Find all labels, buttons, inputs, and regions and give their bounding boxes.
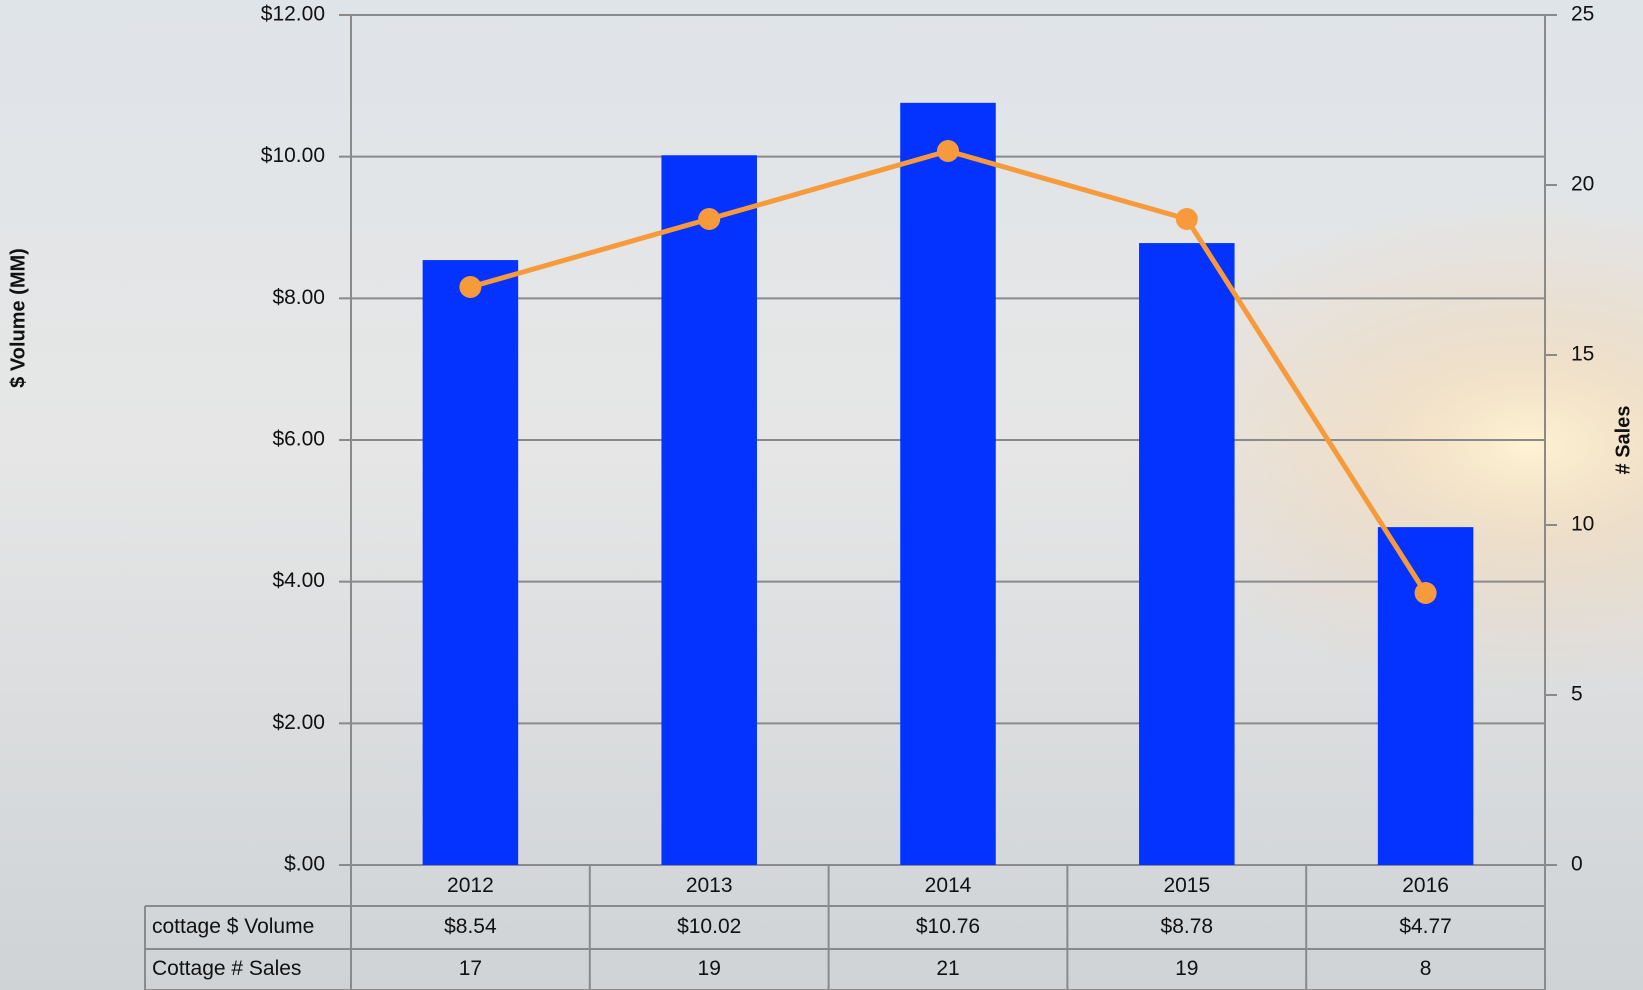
y-tick-label: $12.00 (261, 3, 325, 26)
y-axis-title: $ Volume (MM) (7, 248, 29, 388)
bar (900, 102, 996, 866)
y2-tick-label: 10 (1571, 513, 1594, 536)
y-tick-label: $10.00 (261, 144, 325, 167)
bar (1377, 527, 1474, 865)
x-tick-label: 2012 (447, 874, 494, 897)
y-tick-label: $.00 (284, 853, 325, 876)
table-value: 21 (936, 957, 959, 980)
bar (422, 260, 519, 865)
table-value: 19 (1175, 957, 1198, 980)
legend-label: Cottage # Sales (152, 957, 301, 980)
x-tick-label: 2016 (1402, 874, 1449, 897)
y-tick-label: $6.00 (272, 428, 325, 451)
y2-tick-label: 5 (1571, 683, 1583, 706)
y2-tick-label: 0 (1571, 853, 1583, 876)
table-value: $10.76 (916, 915, 980, 938)
bar (661, 155, 757, 865)
y-tick-label: $8.00 (272, 286, 325, 309)
line-point (1414, 582, 1437, 604)
y2-tick-label: 20 (1571, 173, 1594, 196)
table-value: $8.78 (1161, 915, 1214, 938)
x-tick-label: 2014 (925, 874, 972, 897)
table-value: 8 (1420, 957, 1432, 980)
table-value: 17 (459, 957, 482, 980)
y-tick-label: $2.00 (272, 711, 325, 734)
legend-label: cottage $ Volume (152, 915, 314, 938)
y2-tick-label: 15 (1571, 343, 1594, 366)
table-value: $10.02 (677, 915, 741, 938)
x-tick-label: 2015 (1163, 874, 1210, 897)
table-value: $8.54 (444, 915, 497, 938)
table-value: $4.77 (1399, 915, 1452, 938)
line-point (459, 276, 482, 298)
table-value: 19 (698, 957, 721, 980)
line-point (698, 208, 721, 230)
y2-axis-title: # Sales (1612, 406, 1634, 475)
y-tick-label: $4.00 (272, 569, 325, 592)
line-point (937, 140, 959, 162)
y2-tick-label: 25 (1571, 3, 1594, 26)
bar (1139, 243, 1235, 866)
x-tick-label: 2013 (686, 874, 733, 897)
line-point (1175, 208, 1198, 230)
